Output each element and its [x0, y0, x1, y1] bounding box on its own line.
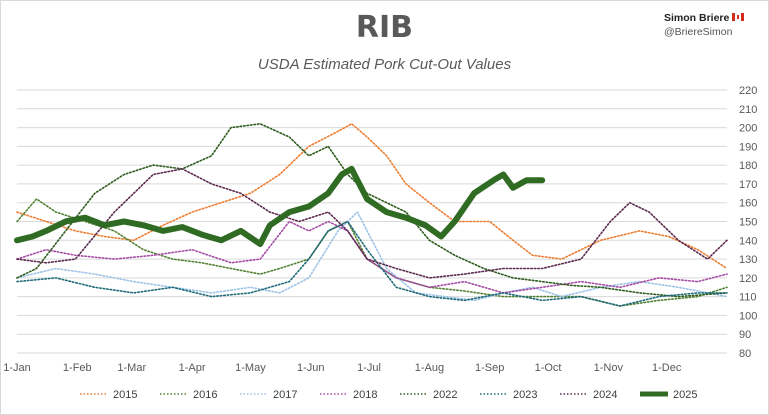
chart-title: RIB	[355, 10, 414, 45]
y-tick-label: 220	[739, 85, 757, 97]
x-tick-label: 1-Jan	[3, 362, 31, 374]
legend: 2015 2016 2017 2018 2022 2023 2024 2025	[80, 389, 697, 401]
y-tick-label: 130	[739, 254, 757, 266]
legend-label-2023: 2023	[513, 389, 537, 401]
series-line-2022	[16, 123, 728, 298]
x-tick-label: 1-Apr	[179, 362, 206, 374]
legend-label-2025: 2025	[673, 389, 697, 401]
chart-subtitle: USDA Estimated Pork Cut-Out Values	[257, 56, 512, 73]
x-tick-label: 1-Mar	[117, 362, 146, 374]
legend-label-2015: 2015	[113, 389, 137, 401]
series-line-2023	[16, 220, 728, 307]
x-tick-label: 1-Dec	[652, 362, 682, 374]
x-tick-label: 1-Aug	[415, 362, 444, 374]
y-tick-label: 140	[739, 235, 757, 247]
x-tick-label: 1-Sep	[475, 362, 504, 374]
gridlines	[17, 89, 727, 354]
legend-label-2016: 2016	[193, 389, 217, 401]
author-handle: @BriereSimon	[664, 26, 733, 38]
y-tick-label: 150	[739, 217, 757, 229]
y-tick-label: 160	[739, 198, 757, 210]
y-axis-ticks: 80 90 100 110 120 130 140 150 160 170 180 190 200 210…	[739, 85, 757, 360]
y-tick-label: 120	[739, 273, 757, 285]
x-tick-label: 1-Feb	[63, 362, 92, 374]
x-axis-ticks: 1-Jan 1-Feb 1-Mar 1-Apr 1-May 1-Jun 1-Jul 1-Aug…	[3, 362, 682, 374]
y-tick-label: 100	[739, 310, 757, 322]
x-tick-label: 1-Jul	[357, 362, 381, 374]
x-tick-label: 1-Jun	[297, 362, 325, 374]
series-line-2017	[16, 211, 728, 302]
series-layer	[14, 123, 728, 307]
canada-flag-icon	[732, 13, 745, 21]
y-tick-label: 190	[739, 141, 757, 153]
legend-label-2018: 2018	[353, 389, 377, 401]
series-line-2024	[16, 168, 728, 279]
series-line-2025	[14, 165, 546, 247]
x-tick-label: 1-Oct	[535, 362, 562, 374]
author-name: Simon Briere	[664, 12, 745, 24]
y-tick-label: 200	[739, 123, 757, 135]
y-tick-label: 90	[739, 329, 751, 341]
x-tick-label: 1-May	[235, 362, 266, 374]
legend-label-2022: 2022	[433, 389, 457, 401]
author-name-text: Simon Briere	[664, 12, 730, 24]
series-line-2015	[16, 123, 728, 270]
legend-label-2017: 2017	[273, 389, 297, 401]
y-tick-label: 180	[739, 160, 757, 172]
y-tick-label: 210	[739, 104, 757, 116]
y-tick-label: 170	[739, 179, 757, 191]
y-tick-label: 110	[739, 292, 757, 304]
x-tick-label: 1-Nov	[594, 362, 624, 374]
y-tick-label: 80	[739, 348, 751, 360]
legend-label-2024: 2024	[593, 389, 617, 401]
